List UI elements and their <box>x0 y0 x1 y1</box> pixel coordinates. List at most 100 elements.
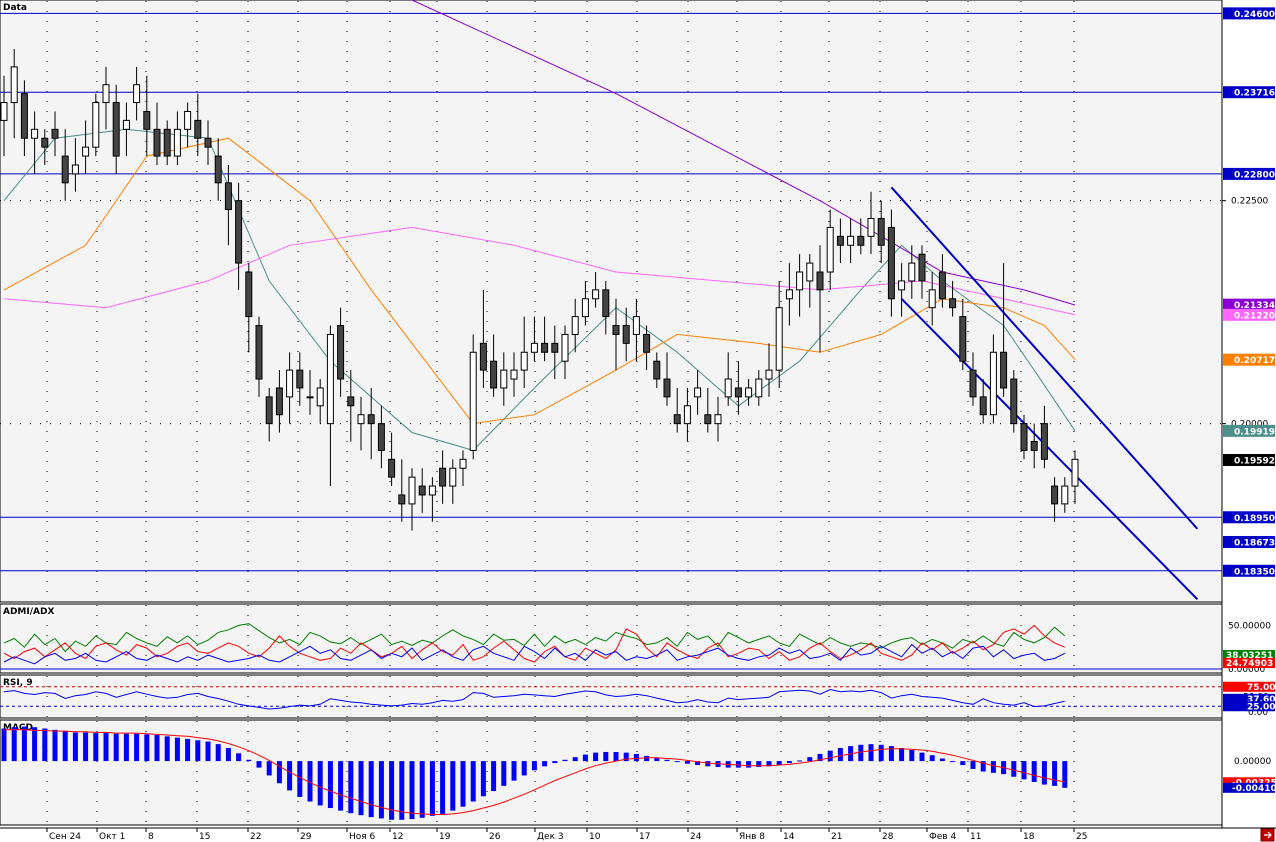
macd-bar-44 <box>450 761 456 811</box>
macd-bar-28 <box>287 761 293 791</box>
time-label-3: 15 <box>199 832 210 842</box>
price-tag-label-10: 0.18350 <box>1234 567 1275 577</box>
candle-body-25 <box>255 325 263 380</box>
macd-bar-102 <box>1041 761 1047 785</box>
candle-body-100 <box>1020 423 1028 451</box>
candle-body-93 <box>949 298 957 309</box>
macd-bar-104 <box>1062 761 1068 788</box>
rsi-tag-bg-2 <box>1223 701 1275 712</box>
candle-59 <box>602 280 610 335</box>
candle-body-41 <box>418 485 426 496</box>
candle-body-28 <box>286 369 294 398</box>
macd-bar-93 <box>950 761 956 763</box>
macd-bar-23 <box>236 753 242 762</box>
candle-14 <box>143 75 151 157</box>
macd-bar-35 <box>358 761 364 816</box>
time-label-9: 26 <box>489 832 501 842</box>
candle-body-104 <box>1061 485 1069 505</box>
candle-32 <box>326 325 334 487</box>
price-tag-label-4: 0.21220 <box>1234 311 1275 321</box>
candle-body-84 <box>857 235 865 246</box>
macd-bar-81 <box>827 750 833 762</box>
time-label-19: 11 <box>970 832 981 842</box>
candle-body-77 <box>785 289 793 300</box>
candle-21 <box>214 138 222 201</box>
candle-body-70 <box>714 414 722 425</box>
close-icon[interactable] <box>1260 828 1275 842</box>
rsi-series-0 <box>3 688 1065 710</box>
candle-body-38 <box>388 458 396 478</box>
candle-25 <box>255 316 263 397</box>
candle-96 <box>979 379 987 424</box>
macd-bar-41 <box>419 761 425 818</box>
candle-body-37 <box>377 423 385 451</box>
macd-bar-11 <box>113 733 119 762</box>
candle-body-79 <box>806 262 814 282</box>
candle-63 <box>643 325 651 371</box>
macd-bar-6 <box>62 731 68 762</box>
candle-92 <box>938 254 946 308</box>
candle-65 <box>663 352 671 406</box>
macd-bar-58 <box>593 752 599 762</box>
macd-bar-100 <box>1021 761 1027 780</box>
macd-bar-25 <box>256 761 262 768</box>
candle-body-52 <box>530 342 538 353</box>
price-tag-bg-9 <box>1223 535 1275 548</box>
pane-title-bg-0 <box>1 1 30 12</box>
candle-98 <box>1000 263 1008 397</box>
time-label-5: 29 <box>300 832 312 842</box>
macd-bar-53 <box>542 761 548 767</box>
candle-body-82 <box>836 235 844 246</box>
macd-bar-5 <box>52 729 58 762</box>
adx-tag-bg-0 <box>1223 650 1275 660</box>
macd-bar-60 <box>613 751 619 762</box>
candle-42 <box>428 477 436 522</box>
candle-47 <box>479 289 487 388</box>
candle-58 <box>592 272 600 308</box>
candle-49 <box>500 352 508 406</box>
time-label-21: 25 <box>1076 832 1087 842</box>
candle-38 <box>388 432 396 487</box>
time-label-8: 19 <box>439 832 451 842</box>
macd-bar-82 <box>837 748 843 762</box>
macd-bar-78 <box>797 760 803 762</box>
macd-bar-36 <box>368 761 374 818</box>
candle-body-12 <box>122 119 130 130</box>
candle-body-3 <box>31 128 39 139</box>
candle-54 <box>551 325 559 380</box>
macd-bar-29 <box>297 761 303 797</box>
candle-69 <box>704 387 712 433</box>
candle-body-15 <box>153 128 161 157</box>
macd-bar-24 <box>246 759 252 762</box>
candle-57 <box>581 280 589 326</box>
candle-body-83 <box>847 235 855 246</box>
macd-bar-40 <box>409 761 415 820</box>
macd-bar-26 <box>266 761 272 776</box>
candle-45 <box>459 450 467 487</box>
macd-bar-57 <box>582 754 588 762</box>
candle-body-10 <box>102 84 110 104</box>
candle-44 <box>449 459 457 504</box>
candle-85 <box>867 191 875 255</box>
candle-body-40 <box>408 476 416 505</box>
price-tick-label-4: 0.20000 <box>1231 420 1268 430</box>
candle-body-58 <box>592 289 600 300</box>
candle-67 <box>683 387 691 442</box>
macd-bar-32 <box>327 761 333 809</box>
pane-title-2: RSI, 9 <box>3 678 33 688</box>
candle-body-9 <box>92 102 100 148</box>
candle-61 <box>622 307 630 362</box>
candle-body-27 <box>275 387 283 416</box>
candle-81 <box>826 209 834 290</box>
macd-bar-38 <box>389 761 395 820</box>
candle-78 <box>796 254 804 317</box>
candle-93 <box>949 280 957 317</box>
macd-bar-12 <box>123 733 129 762</box>
candle-body-80 <box>816 271 824 291</box>
macd-bar-31 <box>317 761 323 806</box>
candle-55 <box>561 325 569 380</box>
macd-bar-22 <box>225 748 231 762</box>
candle-20 <box>204 120 212 165</box>
macd-bar-95 <box>970 761 976 769</box>
trend-channel-line-0 <box>890 186 1199 530</box>
